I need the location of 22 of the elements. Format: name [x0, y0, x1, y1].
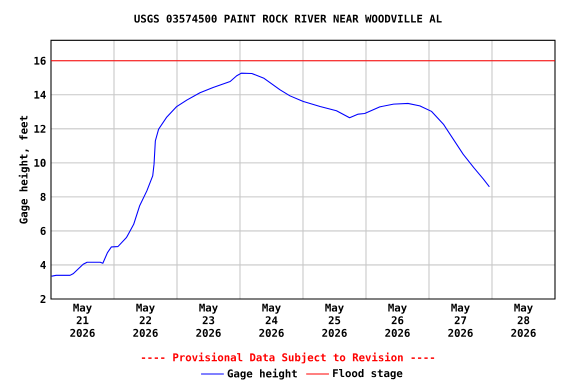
chart-title: USGS 03574500 PAINT ROCK RIVER NEAR WOODVILLE AL [134, 14, 442, 23]
legend-label: Gage height [228, 368, 297, 380]
line-series [51, 72, 490, 277]
x-tick-label: May 26 2026 [385, 304, 410, 337]
y-tick-label: 8 [40, 192, 46, 201]
x-tick-label: May 23 2026 [196, 304, 221, 337]
y-tick-label: 12 [34, 124, 46, 133]
legend-label: Flood stage [333, 368, 402, 380]
y-tick-label: 6 [40, 226, 46, 235]
y-tick-label: 14 [34, 90, 46, 99]
y-tick-label: 4 [40, 261, 46, 269]
y-axis-title: Gage height, feet [18, 116, 30, 224]
y-tick-label: 10 [34, 158, 46, 167]
x-tick-label: May 27 2026 [448, 304, 473, 337]
x-tick-label: May 24 2026 [259, 304, 284, 337]
x-tick-label: May 28 2026 [511, 304, 536, 337]
y-tick-label: 16 [34, 56, 46, 65]
y-tick-label: 2 [40, 295, 46, 303]
text: ---- Provisional Data Subject to Revision ---- [142, 352, 434, 364]
x-tick-label: May 21 2026 [70, 304, 95, 337]
x-tick-label: May 25 2026 [322, 304, 347, 337]
x-tick-label: May 22 2026 [133, 304, 158, 337]
